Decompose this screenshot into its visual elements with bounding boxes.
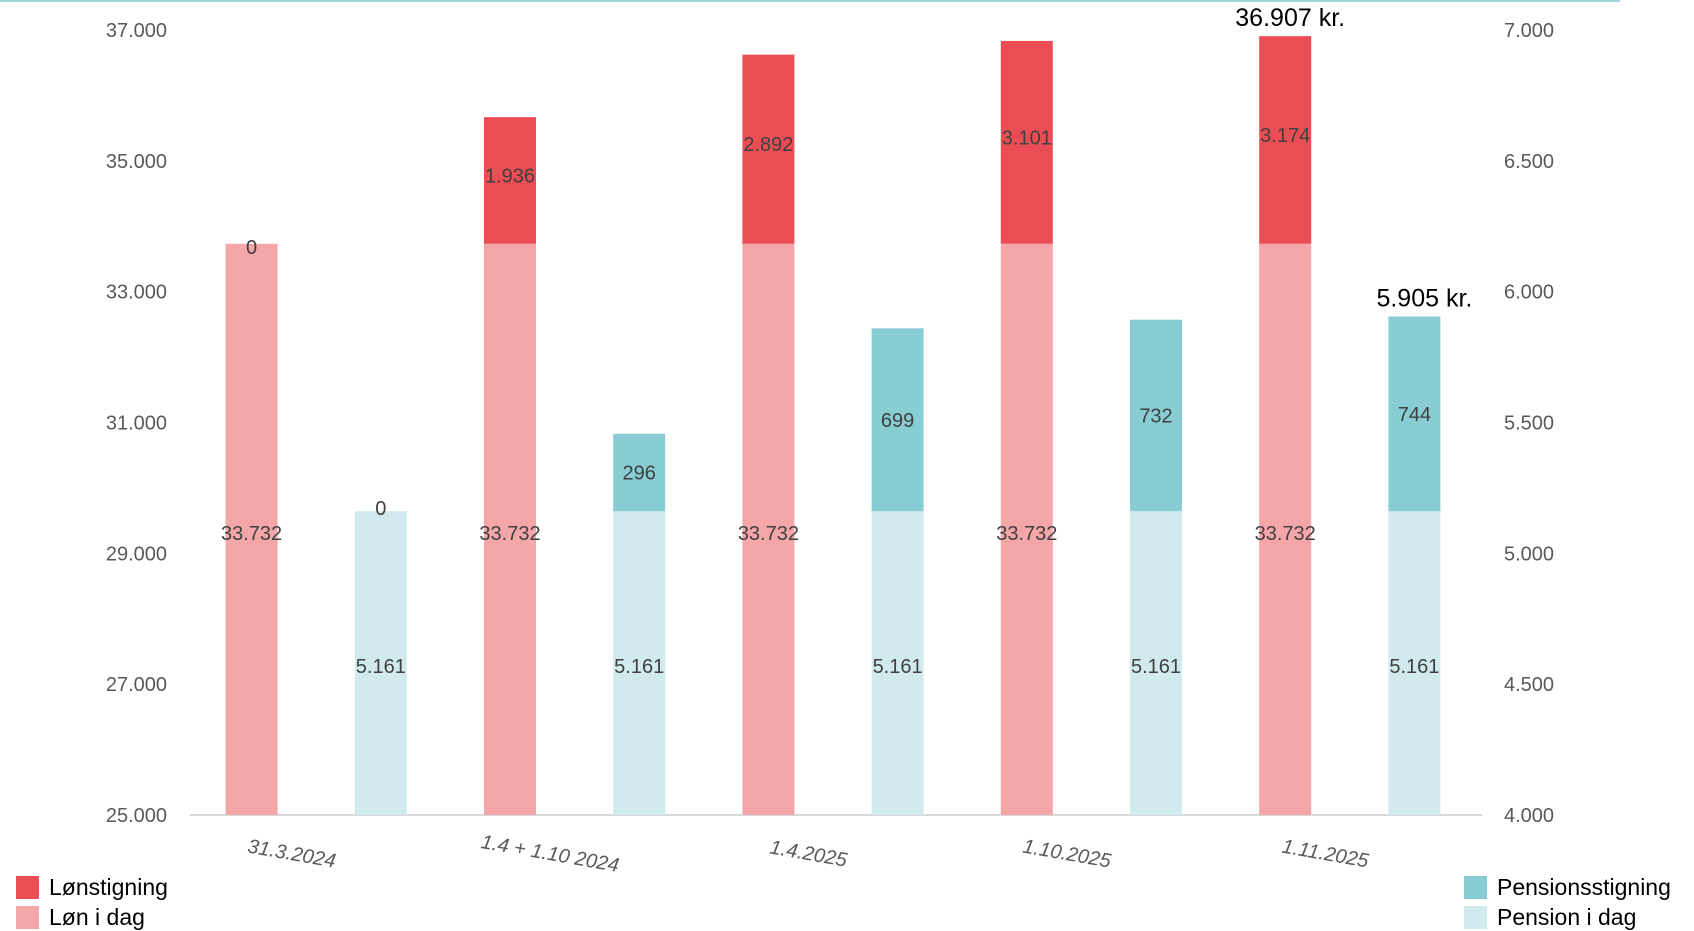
left-axis-tick-label: 37.000: [106, 20, 167, 42]
bar-lon-i-dag: [484, 243, 536, 815]
data-label-pension-i-dag: 5.161: [1389, 656, 1439, 678]
bar-pension-i-dag: [1388, 511, 1441, 815]
data-label-pension-i-dag: 5.161: [356, 656, 406, 678]
bar-pensionsstigning: [1388, 316, 1441, 512]
data-label-pensionsstigning: 699: [881, 410, 914, 432]
data-label-lon-i-dag: 33.732: [479, 523, 540, 545]
bar-pension-i-dag: [613, 511, 666, 815]
legend-item-lonstigning: Lønstigning: [16, 874, 168, 901]
bar-lon-i-dag: [742, 243, 795, 815]
data-label-lonstigning: 2.892: [743, 134, 793, 156]
x-axis-category-label: 31.3.2024: [246, 836, 337, 873]
data-label-lonstigning: 3.174: [1260, 125, 1310, 147]
data-label-lonstigning: 3.101: [1002, 127, 1052, 149]
total-annotation-label: 36.907 kr.: [1235, 4, 1345, 32]
bar-lonstigning: [484, 117, 536, 244]
legend-item-pension-i-dag: Pension i dag: [1464, 904, 1636, 931]
data-label-pensionsstigning: 732: [1139, 405, 1172, 427]
data-label-lonstigning: 0: [246, 237, 257, 259]
total-annotation-label: 5.905 kr.: [1376, 285, 1472, 313]
left-axis-tick-label: 31.000: [106, 413, 167, 435]
bar-lonstigning: [1259, 36, 1312, 244]
x-axis-category-label: 1.11.2025: [1280, 836, 1371, 873]
bar-lon-i-dag: [1259, 243, 1312, 815]
left-axis-tick-label: 27.000: [106, 674, 167, 696]
right-axis-tick-label: 5.500: [1504, 413, 1554, 435]
legend-item-lon-i-dag: Løn i dag: [16, 904, 145, 931]
bar-pension-i-dag: [1130, 511, 1182, 815]
x-axis-category-label: 1.4.2025: [768, 836, 849, 871]
bar-pensionsstigning: [1130, 319, 1182, 512]
right-axis-tick-label: 5.000: [1504, 543, 1554, 565]
legend-swatch-pensionsstigning: [1464, 876, 1487, 899]
legend-swatch-pension-i-dag: [1464, 906, 1487, 929]
data-label-lon-i-dag: 33.732: [1255, 523, 1316, 545]
bar-lon-i-dag: [1000, 243, 1053, 815]
x-axis-category-label: 1.4 + 1.10 2024: [479, 831, 620, 877]
right-axis-tick-label: 4.500: [1504, 674, 1554, 696]
right-axis-tick-label: 7.000: [1504, 20, 1554, 42]
data-label-lon-i-dag: 33.732: [221, 523, 282, 545]
legend-label-pension-i-dag: Pension i dag: [1497, 904, 1637, 930]
right-axis-tick-label: 4.000: [1504, 805, 1554, 827]
bar-lonstigning: [742, 54, 795, 244]
data-label-pensionsstigning: 0: [375, 498, 386, 520]
bar-pension-i-dag: [354, 511, 407, 815]
data-label-pensionsstigning: 296: [623, 462, 656, 484]
bar-pensionsstigning: [871, 328, 924, 512]
legend-label-lon-i-dag: Løn i dag: [49, 904, 145, 930]
left-axis-tick-label: 25.000: [106, 805, 167, 827]
right-axis-tick-label: 6.000: [1504, 282, 1554, 304]
data-label-pension-i-dag: 5.161: [873, 656, 923, 678]
data-label-pension-i-dag: 5.161: [614, 656, 664, 678]
data-label-lonstigning: 1.936: [485, 165, 535, 187]
bar-pension-i-dag: [871, 511, 924, 815]
data-label-pensionsstigning: 744: [1398, 404, 1431, 426]
x-axis-category-label: 1.10.2025: [1021, 836, 1113, 873]
data-label-lon-i-dag: 33.732: [996, 523, 1057, 545]
legend-swatch-lonstigning: [16, 876, 39, 899]
left-axis-tick-label: 35.000: [106, 151, 167, 173]
legend-swatch-lon-i-dag: [16, 906, 39, 929]
legend-label-lonstigning: Lønstigning: [49, 874, 168, 900]
left-axis-tick-label: 29.000: [106, 543, 167, 565]
bar-lon-i-dag: [225, 243, 278, 815]
bar-lonstigning: [1000, 40, 1053, 244]
legend-item-pensionsstigning: Pensionsstigning: [1464, 874, 1671, 901]
data-label-lon-i-dag: 33.732: [738, 523, 799, 545]
left-axis-tick-label: 33.000: [106, 282, 167, 304]
right-axis-tick-label: 6.500: [1504, 151, 1554, 173]
bar-pensionsstigning: [613, 433, 666, 512]
data-label-pension-i-dag: 5.161: [1131, 656, 1181, 678]
plot-area: 25.000 27.000 29.000 31.000 33.000 35.000 37.0…: [106, 4, 1554, 877]
legend-label-pensionsstigning: Pensionsstigning: [1497, 874, 1671, 900]
